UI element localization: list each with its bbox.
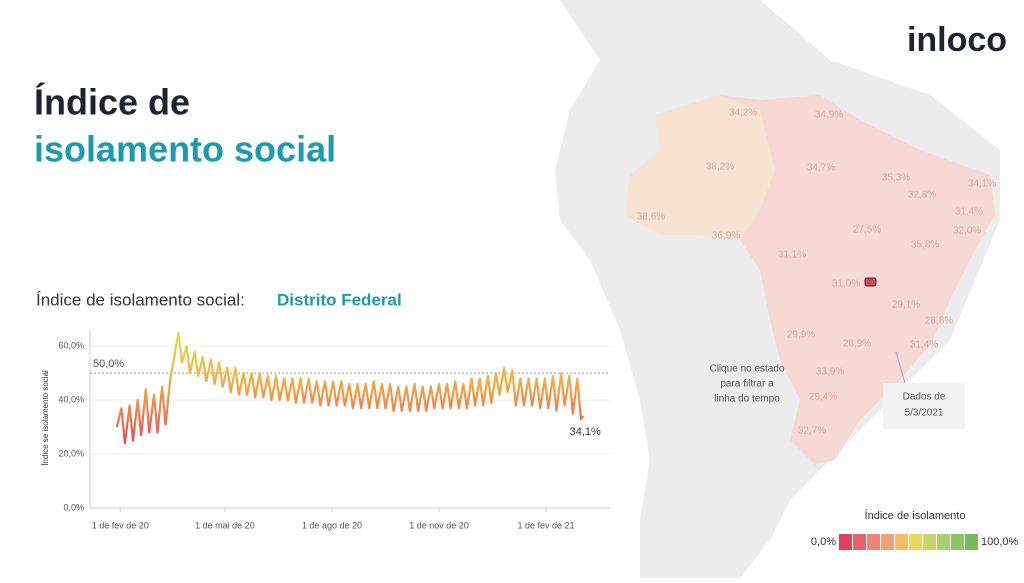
state-label: 31,4% <box>955 207 983 218</box>
y-tick-label: 60,0% <box>58 341 84 351</box>
state-label: 34,7% <box>807 163 835 174</box>
legend-cell <box>895 534 908 550</box>
state-label: 34,2% <box>729 108 757 119</box>
chart-title-highlight: Distrito Federal <box>277 290 402 309</box>
series-line <box>115 331 585 445</box>
state-label: 28,9% <box>843 339 871 350</box>
reference-label: 50,0% <box>93 358 124 370</box>
y-tick-label: 20,0% <box>58 448 84 458</box>
state-label: 36,9% <box>712 231 740 242</box>
legend-scale <box>839 534 978 550</box>
state-label: 29,9% <box>787 330 815 341</box>
state-label: 31,4% <box>910 340 938 351</box>
state-label: 31,1% <box>778 250 806 261</box>
legend-cell <box>909 534 922 550</box>
header-title: Índice de <box>34 82 190 123</box>
map-hint: linha do tempo <box>714 394 780 405</box>
y-axis-label: Índice se isolamento social <box>41 370 50 466</box>
legend-cell <box>853 534 866 550</box>
state-label: 38,2% <box>706 162 734 173</box>
x-tick-label: 1 de fev de 20 <box>92 520 149 530</box>
end-label: 34,1% <box>570 426 601 438</box>
state-label: 27,5% <box>853 225 881 236</box>
x-tick-label: 1 de nov de 20 <box>409 520 469 530</box>
state-label: 28,8% <box>925 316 953 327</box>
state-label: 34,9% <box>815 110 843 121</box>
date-note: 5/3/2021 <box>905 408 944 419</box>
map-labels: 34,2% 34,9% 38,2% 34,7% 35,3% 32,8% 34,1% 31,4%… <box>637 108 996 437</box>
date-box <box>883 383 965 429</box>
legend-title: Índice de isolamento <box>865 509 966 522</box>
amazon-region <box>625 95 775 240</box>
state-label: 31,0% <box>832 279 860 290</box>
state-label: 33,9% <box>816 367 844 378</box>
legend-max: 100,0% <box>981 536 1019 548</box>
map-hint: para filtrar a <box>720 379 774 390</box>
state-label: 34,1% <box>968 179 996 190</box>
state-label: 29,4% <box>809 392 837 403</box>
legend-cell <box>867 534 880 550</box>
legend-cell <box>923 534 936 550</box>
x-tick-label: 1 de fev de 21 <box>517 520 574 530</box>
y-tick-label: 40,0% <box>58 394 84 404</box>
selected-state[interactable] <box>864 277 877 287</box>
x-tick-label: 1 de mai de 20 <box>195 520 255 530</box>
x-tick-label: 1 de ago de 20 <box>302 520 362 530</box>
callout <box>895 351 906 384</box>
y-tick-label: 0,0% <box>63 502 84 512</box>
state-label: 35,3% <box>882 173 910 184</box>
map-hint: Clique no estado <box>709 364 784 375</box>
header-title: isolamento social <box>34 129 336 170</box>
legend-cell <box>937 534 950 550</box>
logo: inloco <box>907 21 1007 59</box>
legend-cell <box>965 534 978 550</box>
legend-cell <box>881 534 894 550</box>
legend-cell <box>839 534 852 550</box>
state-label: 32,8% <box>908 190 936 201</box>
state-label: 32,0% <box>953 226 981 237</box>
state-label: 29,1% <box>892 300 920 311</box>
state-label: 38,6% <box>637 212 665 223</box>
legend-min: 0,0% <box>811 536 836 548</box>
date-note: Dados de <box>903 392 946 403</box>
chart-title: Índice de isolamento social: <box>36 290 245 309</box>
state-label: 32,7% <box>798 426 826 437</box>
state-label: 35,8% <box>911 240 939 251</box>
legend-cell <box>951 534 964 550</box>
